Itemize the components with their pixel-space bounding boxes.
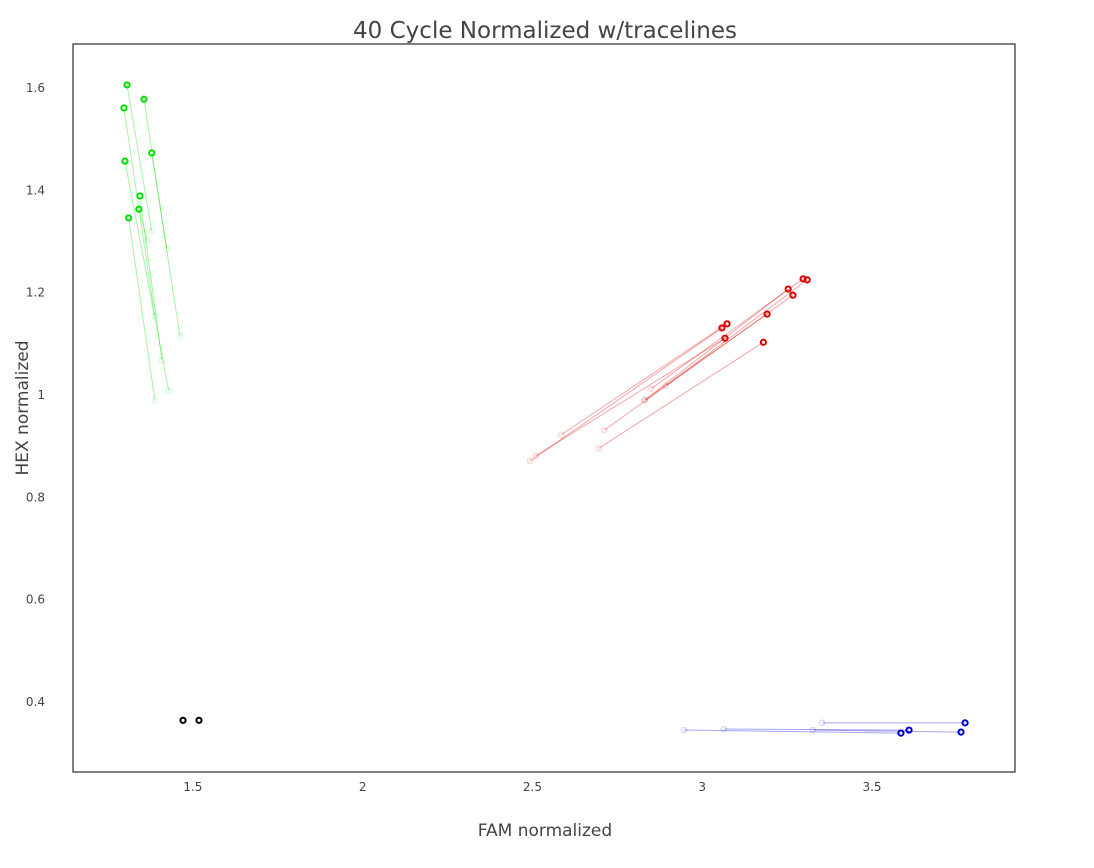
green-start-point[interactable]	[148, 227, 156, 235]
green-point[interactable]	[135, 205, 143, 213]
red-point[interactable]	[759, 338, 767, 346]
blue-traceline	[812, 729, 962, 733]
green-start-point[interactable]	[165, 387, 173, 395]
red-traceline	[598, 341, 764, 449]
blue-point[interactable]	[961, 719, 969, 727]
red-point[interactable]	[803, 276, 811, 284]
y-axis-label: HEX normalized	[13, 340, 33, 475]
green-point[interactable]	[120, 104, 128, 112]
y-tick-label: 1.6	[26, 81, 45, 95]
red-start-point[interactable]	[600, 426, 608, 434]
red-point[interactable]	[789, 291, 797, 299]
y-tick-label: 1.2	[26, 286, 45, 300]
green-point[interactable]	[123, 81, 131, 89]
blue-traceline	[723, 728, 910, 731]
blue-start-point[interactable]	[818, 719, 826, 727]
green-point[interactable]	[125, 214, 133, 222]
red-traceline	[603, 294, 794, 431]
blue-start-point[interactable]	[720, 725, 728, 733]
blue-start-point[interactable]	[680, 726, 688, 734]
blue-point[interactable]	[897, 729, 905, 737]
red-traceline	[529, 327, 723, 462]
red-traceline	[665, 279, 808, 387]
x-tick-label: 3	[698, 780, 706, 794]
green-start-point[interactable]	[143, 236, 151, 244]
green-point[interactable]	[121, 157, 129, 165]
chart-title: 40 Cycle Normalized w/tracelines	[353, 18, 737, 44]
y-tick-label: 0.8	[26, 490, 45, 504]
red-traceline	[535, 337, 726, 457]
y-tick-label: 0.4	[26, 695, 45, 709]
red-point[interactable]	[718, 324, 726, 332]
red-start-point[interactable]	[557, 431, 565, 439]
x-tick-label: 1.5	[183, 780, 202, 794]
green-traceline	[151, 152, 181, 337]
red-traceline	[644, 313, 768, 401]
red-start-point[interactable]	[641, 396, 649, 404]
red-point[interactable]	[763, 310, 771, 318]
x-axis-label: FAM normalized	[478, 821, 612, 841]
green-start-point[interactable]	[151, 312, 159, 320]
red-point[interactable]	[721, 334, 729, 342]
y-tick-label: 0.6	[26, 593, 45, 607]
x-tick-label: 3.5	[862, 780, 881, 794]
green-start-point[interactable]	[176, 332, 184, 340]
green-traceline	[128, 217, 156, 401]
red-point[interactable]	[723, 320, 731, 328]
blue-point[interactable]	[905, 726, 913, 734]
green-traceline	[126, 84, 153, 232]
black-point[interactable]	[195, 716, 203, 724]
red-start-point[interactable]	[595, 444, 603, 452]
green-start-point[interactable]	[163, 245, 171, 253]
black-point[interactable]	[179, 716, 187, 724]
red-point[interactable]	[784, 285, 792, 293]
blue-traceline	[683, 729, 901, 734]
green-traceline	[138, 209, 148, 241]
plot-area[interactable]	[72, 43, 1016, 773]
red-traceline	[650, 278, 804, 390]
y-tick-label: 1	[37, 388, 45, 402]
y-tick-label: 1.4	[26, 183, 45, 197]
red-traceline	[560, 323, 728, 436]
red-start-point[interactable]	[647, 385, 655, 393]
green-traceline	[124, 161, 170, 391]
red-start-point[interactable]	[662, 382, 670, 390]
green-traceline	[139, 195, 163, 361]
green-start-point[interactable]	[151, 396, 159, 404]
green-point[interactable]	[136, 192, 144, 200]
red-traceline	[644, 288, 789, 401]
blue-point[interactable]	[957, 728, 965, 736]
red-start-point[interactable]	[641, 396, 649, 404]
green-start-point[interactable]	[158, 356, 166, 364]
red-start-point[interactable]	[526, 457, 534, 465]
blue-start-point[interactable]	[809, 726, 817, 734]
green-point[interactable]	[148, 149, 156, 157]
x-tick-label: 2.5	[523, 780, 542, 794]
green-traceline	[143, 99, 168, 250]
red-start-point[interactable]	[532, 452, 540, 460]
green-point[interactable]	[140, 95, 148, 103]
x-tick-label: 2	[359, 780, 367, 794]
